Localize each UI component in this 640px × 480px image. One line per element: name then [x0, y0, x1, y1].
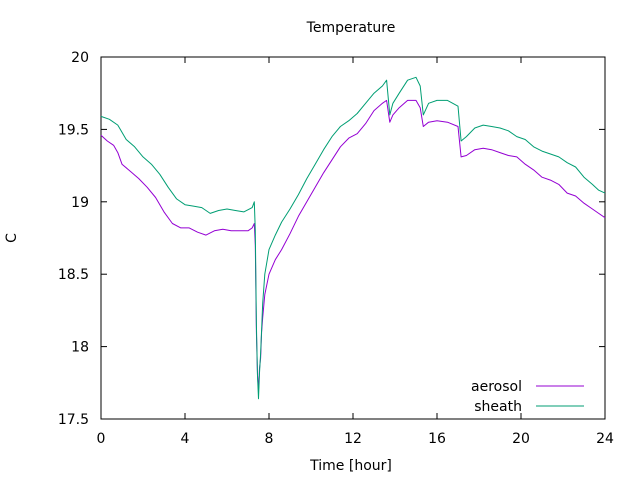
x-axis: 0 4 8 12 16 20 24 [97, 57, 614, 447]
legend-label-sheath: sheath [474, 399, 522, 415]
series-line-aerosol [100, 99, 606, 391]
y-tick-label: 19 [71, 195, 89, 211]
y-tick-label: 17.5 [58, 412, 89, 428]
x-tick-label: 0 [97, 431, 106, 447]
y-tick-label: 20 [71, 50, 89, 66]
x-tick-label: 12 [344, 431, 362, 447]
x-tick-label: 16 [428, 431, 446, 447]
x-tick-label: 20 [512, 431, 530, 447]
x-tick-label: 4 [181, 431, 190, 447]
x-axis-label: Time [hour] [309, 458, 392, 474]
series-line-sheath [100, 76, 606, 400]
y-axis-label: C [4, 233, 20, 243]
y-tick-label: 18 [71, 340, 89, 356]
y-tick-label: 19.5 [58, 122, 89, 138]
series-lines [100, 76, 606, 400]
plot-border [100, 56, 606, 420]
x-tick-label: 24 [596, 431, 614, 447]
legend-label-aerosol: aerosol [471, 379, 522, 395]
y-axis: 17.5 18 18.5 19 19.5 20 [58, 50, 605, 428]
x-tick-label: 8 [265, 431, 274, 447]
y-tick-label: 18.5 [58, 267, 89, 283]
chart-title: Temperature [306, 20, 396, 36]
plot-area [100, 56, 606, 420]
legend: aerosol sheath [471, 379, 584, 415]
